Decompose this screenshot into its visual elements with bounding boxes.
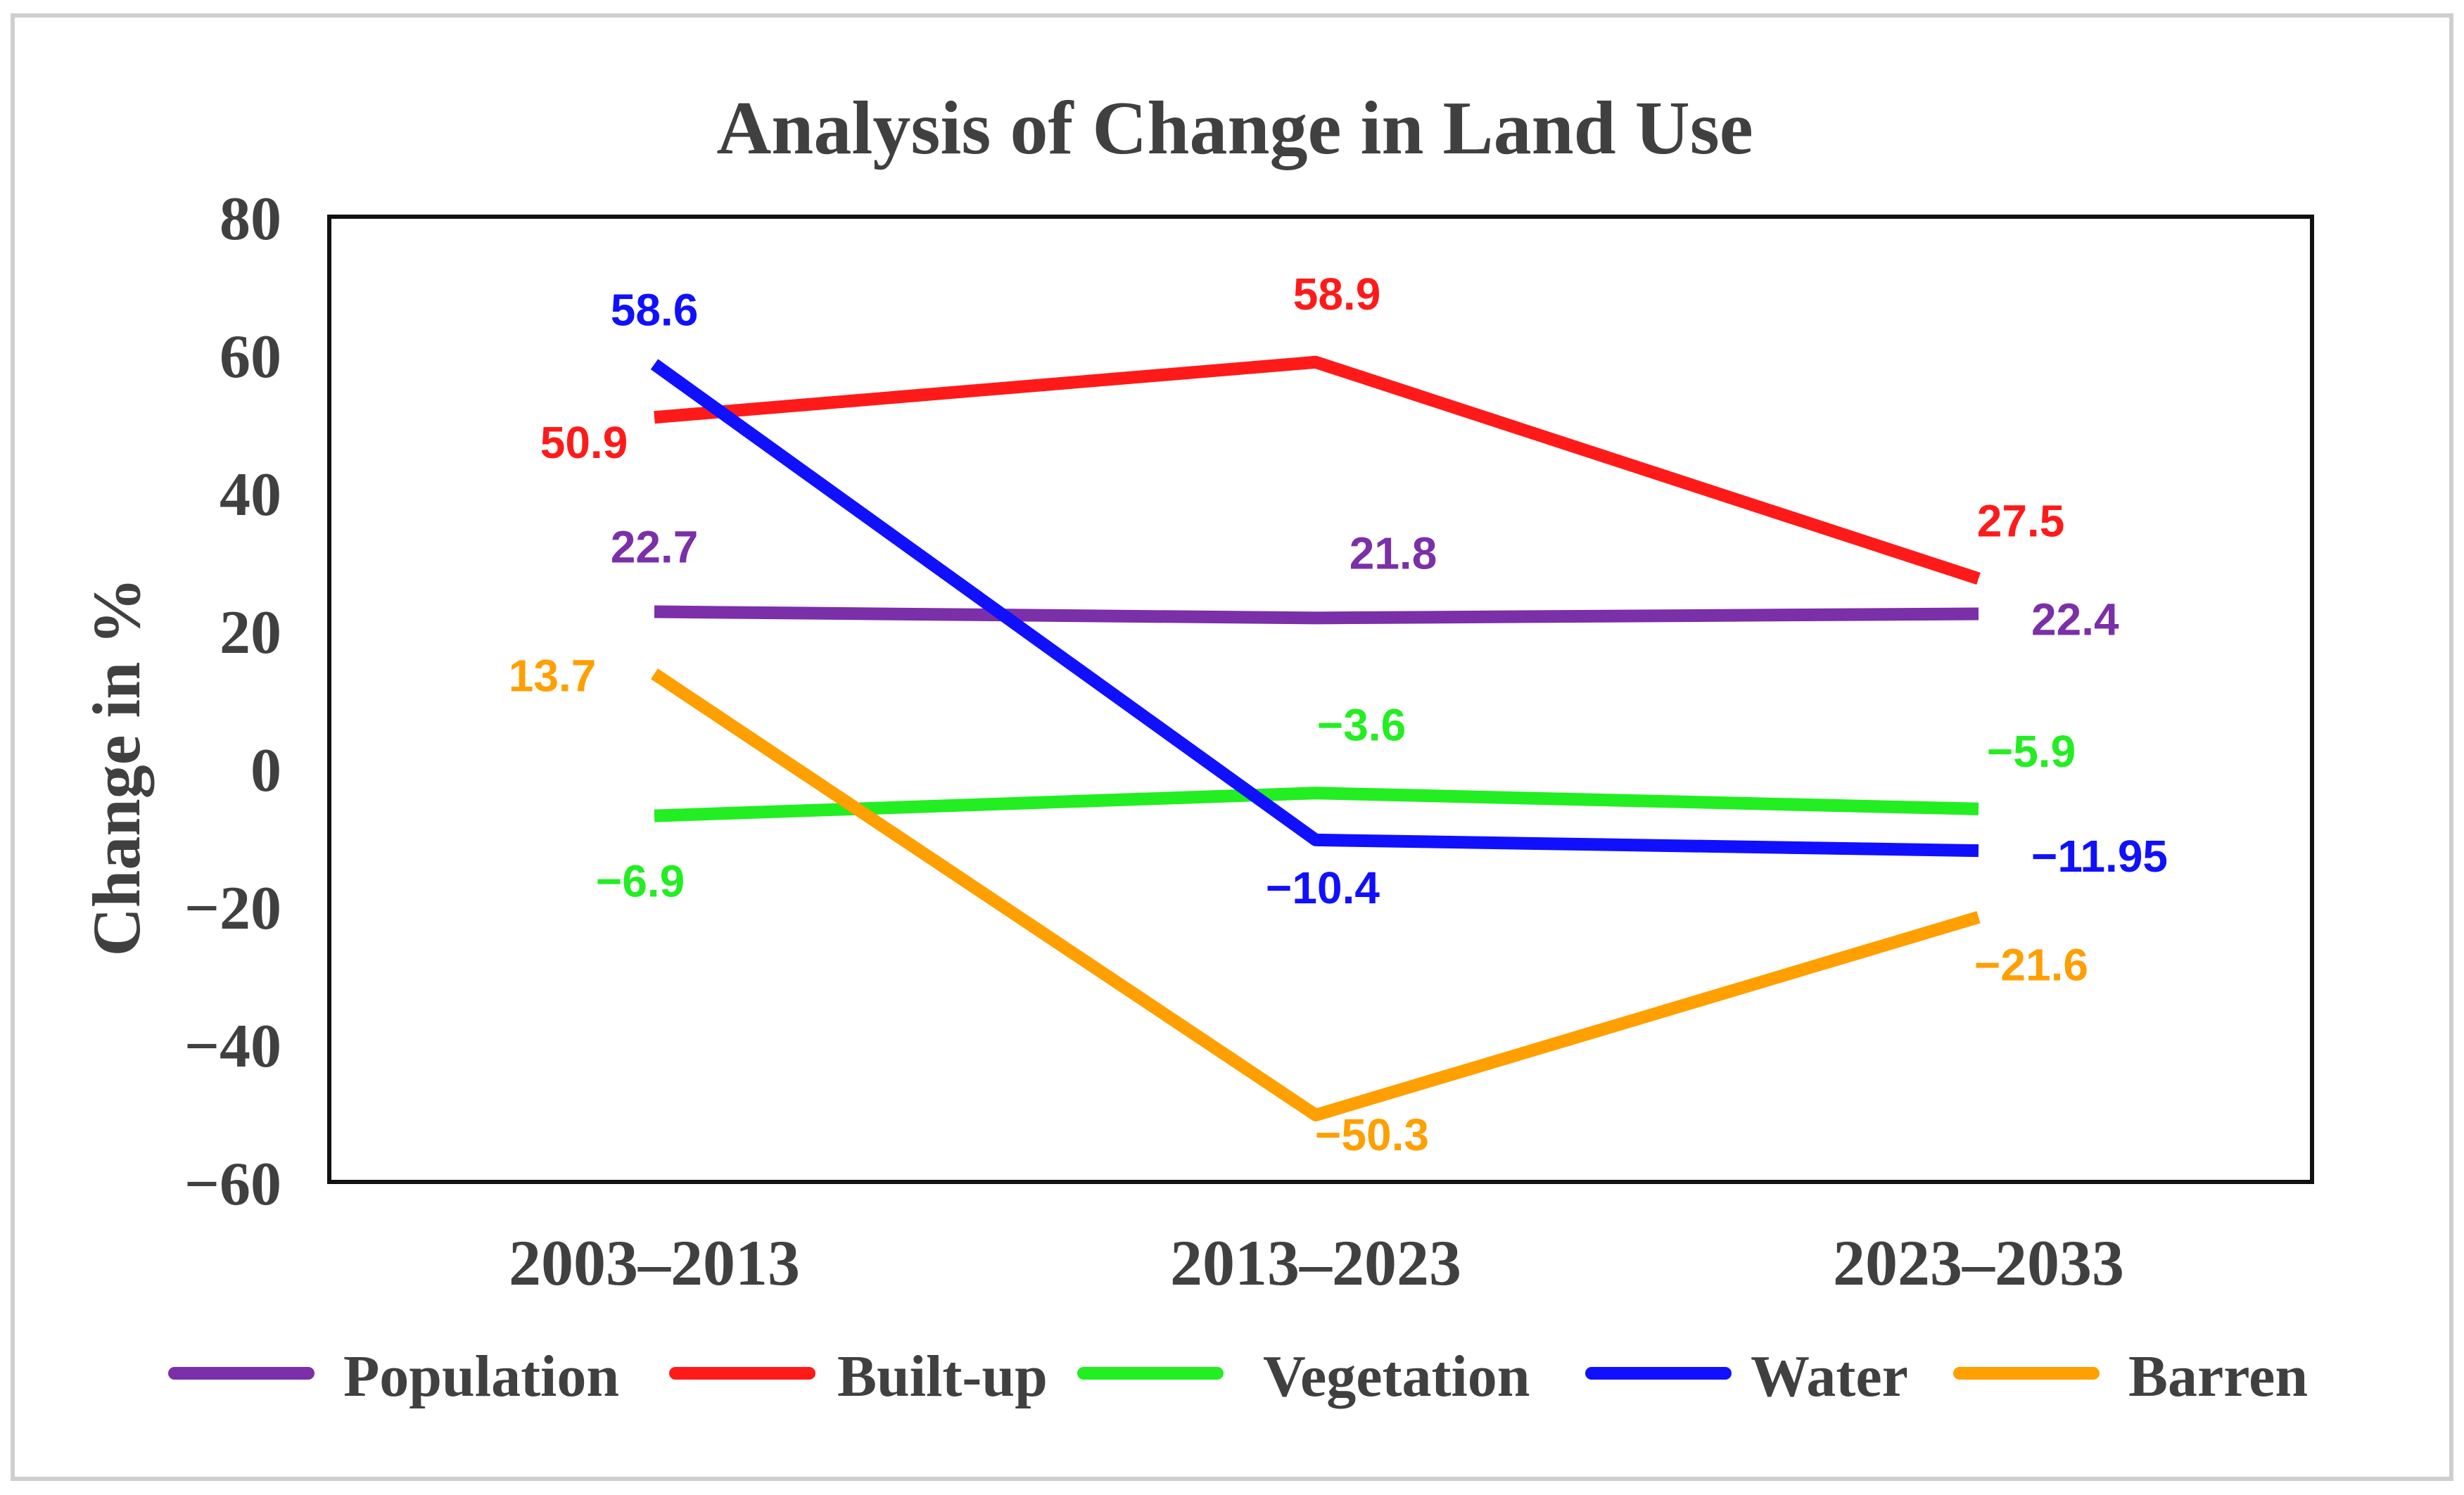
outer-frame	[11, 13, 2453, 1481]
y-tick-label: −20	[184, 874, 281, 943]
data-label: 50.9	[540, 417, 628, 468]
legend-label: Water	[1751, 1344, 1908, 1409]
data-label: 58.6	[611, 285, 699, 336]
data-labels: 22.7 21.8 22.4 50.9 58.9 27.5 −6.9 −3.6 −5.9 58.6…	[509, 269, 2168, 1160]
series-line-barren	[651, 668, 1981, 1121]
legend-label: Population	[343, 1344, 619, 1409]
data-label: 21.8	[1350, 528, 1437, 578]
y-tick-label: 40	[220, 461, 281, 529]
y-tick-label: −60	[184, 1150, 281, 1219]
data-label: −5.9	[1987, 726, 2076, 777]
data-label: 13.7	[509, 651, 597, 701]
x-tick-label: 2003–2013	[509, 1227, 800, 1299]
data-label: −11.95	[2031, 831, 2168, 882]
data-label: 22.4	[2031, 594, 2119, 644]
legend-label: Built-up	[837, 1344, 1048, 1409]
x-tick-label: 2023–2033	[1833, 1227, 2124, 1299]
series-line-water	[650, 359, 1979, 858]
data-label: −6.9	[596, 856, 685, 907]
data-label: −10.4	[1266, 863, 1380, 913]
x-tick-labels: 2003–2013 2013–2023 2023–2033	[509, 1227, 2124, 1299]
data-label: 58.9	[1293, 269, 1381, 319]
series-line-vegetation	[654, 787, 1979, 822]
data-label: 22.7	[611, 522, 699, 573]
series-line-built-up	[654, 355, 1981, 585]
data-label: −50.3	[1315, 1109, 1429, 1160]
legend: Population Built-up Vegetation Water Barren	[168, 1344, 2308, 1409]
data-label: −3.6	[1317, 699, 1406, 750]
y-tick-label: 20	[220, 599, 281, 667]
y-tick-labels: 80 60 40 20 0 −20 −40 −60	[184, 185, 281, 1219]
plot-area	[327, 215, 2314, 1184]
y-tick-label: −40	[184, 1012, 281, 1081]
chart-title: Analysis of Change in Land Use	[716, 87, 1753, 170]
series-line-population	[654, 605, 1979, 625]
data-label: 27.5	[1977, 496, 2065, 547]
y-tick-label: 60	[220, 323, 281, 391]
series-lines	[650, 355, 1981, 1121]
x-tick-label: 2013–2023	[1170, 1227, 1461, 1299]
legend-label: Barren	[2128, 1344, 2308, 1409]
legend-label: Vegetation	[1263, 1344, 1530, 1409]
y-axis-label: Change in %	[79, 578, 154, 957]
y-tick-label: 80	[220, 185, 281, 253]
y-tick-label: 0	[250, 737, 281, 805]
data-label: −21.6	[1974, 940, 2088, 991]
